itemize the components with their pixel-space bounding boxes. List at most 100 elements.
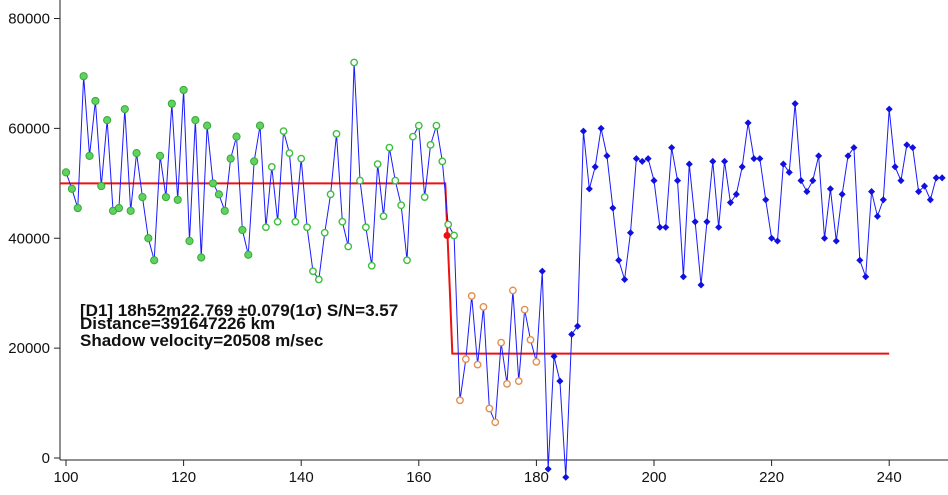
model-fit-layer <box>60 182 890 355</box>
data-point <box>703 218 711 226</box>
data-point-baseline <box>220 206 229 215</box>
data-point-baseline-open <box>267 162 276 171</box>
x-tick-label: 100 <box>53 469 78 486</box>
data-point-baseline-open <box>373 160 382 168</box>
data-point <box>691 218 699 226</box>
data-point <box>685 160 693 168</box>
axes: 0 20000 40000 60000 80000 100 120 140 160 180 200 2… <box>8 0 948 486</box>
event-point <box>443 232 451 240</box>
data-point-baseline <box>161 192 171 202</box>
data-point-baseline <box>91 96 100 106</box>
data-point <box>844 152 852 160</box>
data-point-baseline-open <box>350 58 359 67</box>
data-point-baseline-open <box>332 129 341 138</box>
data-point <box>815 152 823 160</box>
x-tick-label: 240 <box>877 469 902 486</box>
data-point-baseline <box>144 234 153 243</box>
data-point <box>656 223 664 231</box>
data-point <box>544 465 552 473</box>
data-point <box>903 141 911 149</box>
data-point <box>850 144 858 152</box>
data-point <box>550 352 558 360</box>
data-point-baseline <box>132 149 141 158</box>
data-point-baseline <box>61 168 71 177</box>
data-point <box>820 234 829 242</box>
data-point <box>838 190 846 198</box>
data-point-baseline-open <box>338 217 347 226</box>
data-point <box>756 155 764 163</box>
data-point <box>721 157 729 165</box>
data-point <box>621 275 629 283</box>
data-point-baseline-open <box>314 275 323 284</box>
data-point-baseline <box>179 85 188 95</box>
data-point <box>779 160 787 168</box>
data-point-event <box>456 396 464 405</box>
data-point-event <box>508 286 517 295</box>
data-point-event <box>503 379 511 388</box>
x-tick-label: 220 <box>759 469 784 486</box>
data-point-baseline <box>238 225 247 235</box>
data-point-baseline-open <box>279 127 288 136</box>
data-point-baseline <box>232 132 241 141</box>
data-point-baseline-open <box>432 121 441 130</box>
data-point-baseline-open <box>285 149 294 158</box>
data-point-baseline-open <box>450 231 458 240</box>
data-point <box>873 212 881 220</box>
data-point <box>920 182 929 190</box>
data-point-baseline <box>208 179 218 188</box>
data-point-baseline-open <box>385 143 394 152</box>
data-point <box>538 267 546 275</box>
data-point <box>932 174 940 182</box>
data-point <box>744 119 752 127</box>
data-point <box>885 105 893 113</box>
data-point <box>673 177 682 185</box>
data-point <box>615 256 623 264</box>
data-point-baseline <box>120 105 129 114</box>
annotation-layer: [D1] 18h52m22.769 ±0.079(1σ) S/N=3.57 Di… <box>80 301 398 350</box>
x-tick-label: 160 <box>406 469 431 486</box>
data-point <box>809 177 817 185</box>
x-tick-label: 200 <box>641 469 666 486</box>
data-point-baseline-open <box>297 154 306 163</box>
data-point <box>868 188 876 196</box>
data-point-baseline <box>126 206 135 215</box>
data-point-baseline-open <box>414 121 423 130</box>
data-point-baseline-open <box>344 242 353 251</box>
data-point <box>785 168 793 176</box>
data-point <box>638 157 646 165</box>
data-point-baseline <box>191 116 200 125</box>
data-point <box>915 188 923 196</box>
data-point <box>662 223 670 231</box>
data-point <box>562 473 570 481</box>
data-point <box>832 237 840 245</box>
data-point-baseline <box>138 192 147 202</box>
data-point <box>826 185 834 193</box>
data-point <box>585 185 593 193</box>
data-point <box>856 256 864 264</box>
y-tick-label: 0 <box>42 450 50 467</box>
y-tick-label: 60000 <box>8 120 50 137</box>
data-point-event <box>520 305 529 314</box>
data-point <box>574 322 582 330</box>
data-point-event <box>532 357 541 366</box>
data-point-baseline <box>226 154 235 163</box>
data-point <box>909 144 917 152</box>
data-point <box>768 234 776 242</box>
x-tick-label: 180 <box>524 469 549 486</box>
data-point <box>597 124 605 132</box>
data-point-baseline <box>67 184 76 193</box>
data-point <box>762 196 770 204</box>
data-points-layer <box>61 58 946 481</box>
data-point <box>709 157 717 165</box>
data-point-baseline-open <box>403 256 411 265</box>
data-point-baseline-open <box>426 140 435 149</box>
annotation-shadow-velocity: Shadow velocity=20508 m/sec <box>80 331 323 350</box>
data-point-event <box>526 335 535 344</box>
data-point-event <box>473 360 482 369</box>
data-point-baseline-open <box>309 267 317 276</box>
data-point <box>591 163 599 171</box>
data-point-baseline <box>250 157 259 166</box>
data-point-event <box>467 292 476 300</box>
data-point <box>791 100 799 108</box>
